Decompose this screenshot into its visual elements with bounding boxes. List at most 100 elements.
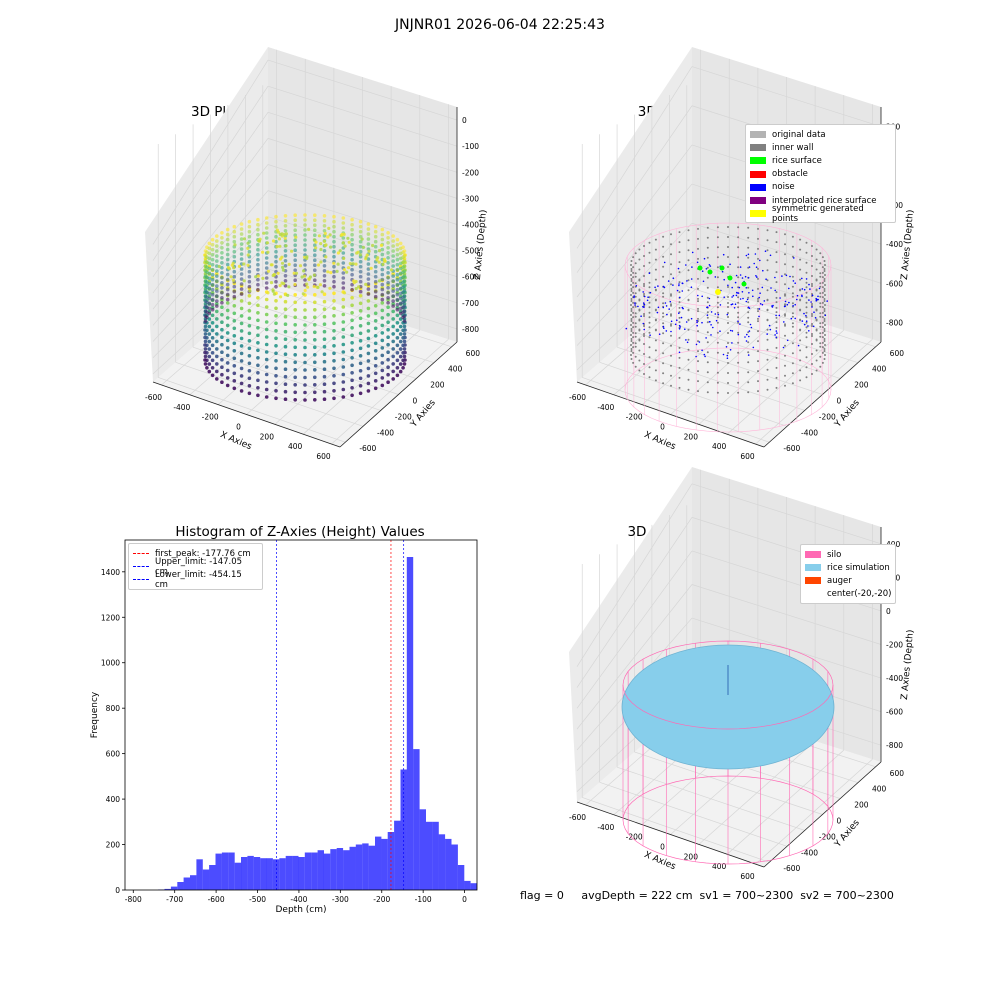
inner-wall-point [643,285,645,287]
inner-wall-point [815,248,818,251]
noise-point [726,357,729,360]
scatter-point [395,242,400,247]
scatter-point [207,241,212,246]
scatter-point [322,274,327,278]
inner-wall-point [662,235,665,238]
inner-wall-point [757,287,759,290]
inner-wall-point [747,371,750,374]
noise-point [754,253,757,255]
noise-point [642,322,645,325]
inner-wall-point [737,256,740,259]
inner-wall-point [823,290,826,292]
scatter-point [320,290,324,294]
scatter-point [303,315,307,320]
inner-wall-point [799,379,802,382]
scatter-point [220,266,224,270]
scatter-point [207,354,212,359]
inner-wall-point [784,303,786,306]
inner-wall-point [687,328,690,331]
scatter-point [274,351,278,356]
scatter-point [203,350,207,355]
inner-wall-point [821,346,824,349]
scatter-point [322,307,327,312]
scatter-point [301,292,305,296]
noise-point [776,332,778,334]
scatter-point [210,321,215,325]
scatter-point [386,241,390,245]
noise-point [668,308,670,310]
scatter-point [367,249,371,253]
scatter-point [341,320,346,324]
noise-point [678,324,681,327]
inner-wall-point [697,277,699,280]
grid-line [262,286,452,348]
noise-point [634,302,636,304]
noise-point [817,298,819,301]
scatter-point [239,257,244,261]
inner-wall-point [678,376,681,379]
inner-wall-point [805,286,808,289]
scatter-point [389,268,394,272]
scatter-point [256,371,260,375]
scatter-point [322,359,327,364]
scatter-point [328,233,332,237]
inner-wall-point [706,301,709,304]
grid-line [152,112,269,277]
scatter-point [225,316,230,320]
inner-wall-point [747,226,750,229]
histogram-bar [215,853,222,890]
scatter-point [313,353,317,357]
inner-wall-point [821,316,824,319]
inner-wall-point [706,341,709,344]
inner-wall-point [737,296,740,299]
inner-wall-point [811,285,813,287]
scatter-point [322,264,327,268]
scatter-point [391,274,396,278]
inner-wall-point [654,298,657,301]
inner-wall-point [791,352,794,355]
noise-point [748,292,750,294]
scatter-point [303,345,307,350]
scatter-point [247,384,252,388]
scatter-point [256,274,260,278]
scatter-point [215,317,219,321]
inner-wall-point [819,335,822,338]
inner-wall-point [815,278,818,281]
scatter-point [380,277,385,282]
inner-wall-point [791,292,794,295]
scatter-point [402,324,407,329]
noise-point [727,284,729,287]
noise-point [748,330,751,332]
scatter-point [210,366,215,370]
inner-wall-point [697,370,699,373]
noise-point [735,274,738,277]
noise-point [817,295,819,298]
scatter-point [307,227,311,231]
scatter-point [322,367,327,372]
scatter-point [239,242,244,246]
scatter-point [303,398,307,402]
scatter-point [371,243,375,248]
scatter-point [398,347,403,351]
scatter-point [207,271,212,276]
inner-wall-point [791,312,794,315]
scatter-point [380,301,385,305]
scatter-point [274,366,278,371]
noise-point [701,349,703,352]
scatter-point [350,282,354,287]
scatter-point [283,359,288,364]
inner-wall-point [634,335,637,338]
scatter-point [303,375,307,380]
scatter-point [220,251,224,255]
inner-wall-point [737,341,740,344]
inner-wall-point [824,344,826,346]
scatter-point [225,292,230,297]
inner-wall-point [634,355,637,358]
legend-label: rice surface [772,155,822,166]
inner-wall-point [805,331,808,334]
inner-wall-point [648,376,651,379]
scatter-point [323,231,327,236]
scatter-point [322,229,327,233]
inner-wall-point [815,369,818,372]
inner-wall-point [630,350,633,352]
